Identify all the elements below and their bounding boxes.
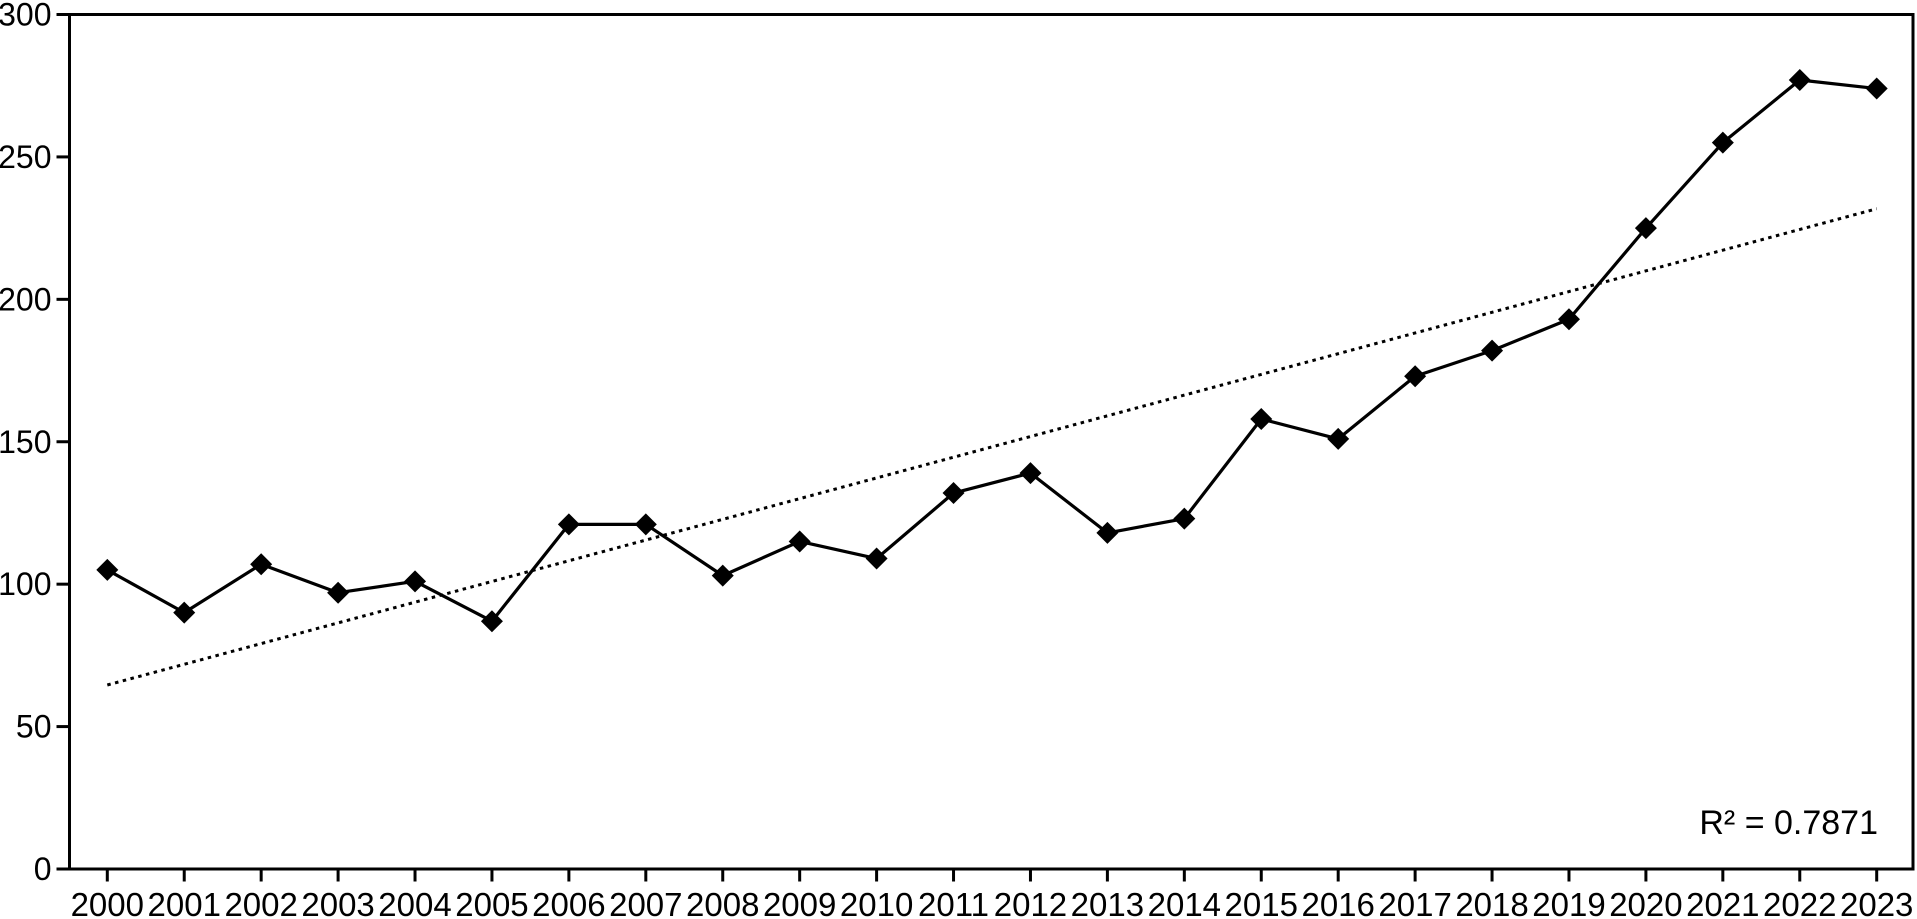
data-point-marker-2015 (1250, 407, 1273, 430)
data-point-marker-2004 (404, 570, 427, 593)
x-axis-tick-label-2013: 2013 (1071, 886, 1144, 919)
x-axis-tick-label-2005: 2005 (455, 886, 528, 919)
x-axis-tick-label-2002: 2002 (224, 886, 297, 919)
data-point-marker-2012 (1019, 462, 1042, 485)
x-axis-tick-label-2000: 2000 (71, 886, 144, 919)
trendline (106, 207, 1878, 687)
data-point-marker-2013 (1096, 521, 1119, 544)
data-point-marker-2007 (634, 513, 657, 536)
r-squared-label: R² = 0.7871 (1699, 804, 1878, 842)
data-series-line (106, 78, 1877, 623)
data-point-marker-2008 (711, 564, 734, 587)
data-point-marker-2023 (1865, 77, 1888, 100)
x-axis-tick-label-2019: 2019 (1532, 886, 1605, 919)
data-point-marker-2017 (1404, 365, 1427, 388)
data-point-marker-2021 (1711, 131, 1734, 154)
x-axis-tick-label-2010: 2010 (840, 886, 913, 919)
x-axis-tick-label-2020: 2020 (1609, 886, 1682, 919)
x-axis-tick-label-2022: 2022 (1763, 886, 1836, 919)
x-axis-tick-label-2018: 2018 (1455, 886, 1528, 919)
data-point-marker-2016 (1327, 427, 1350, 450)
x-axis-tick-label-2023: 2023 (1840, 886, 1913, 919)
plot-border (68, 13, 1915, 871)
y-axis-tick-label-150: 150 (0, 424, 52, 460)
y-axis-tick-label-0: 0 (34, 851, 52, 887)
y-axis-tick-label-300: 300 (0, 0, 52, 33)
x-axis-tick-label-2001: 2001 (148, 886, 221, 919)
y-axis-tick-label-250: 250 (0, 139, 52, 175)
x-axis-tick-label-2008: 2008 (686, 886, 759, 919)
data-point-marker-2014 (1173, 507, 1196, 530)
x-axis-tick-label-2006: 2006 (532, 886, 605, 919)
x-axis-tick-label-2015: 2015 (1225, 886, 1298, 919)
data-point-marker-2003 (327, 581, 350, 604)
data-point-marker-2022 (1788, 69, 1811, 92)
data-point-marker-2006 (557, 513, 580, 536)
y-axis-tick-label-100: 100 (0, 566, 52, 602)
x-axis-tick-label-2016: 2016 (1301, 886, 1374, 919)
x-axis-tick-label-2012: 2012 (994, 886, 1067, 919)
data-point-marker-2009 (788, 530, 811, 553)
x-axis-tick-label-2009: 2009 (763, 886, 836, 919)
data-point-marker-2000 (96, 558, 119, 581)
x-axis-tick-label-2014: 2014 (1148, 886, 1221, 919)
data-point-marker-2019 (1557, 308, 1580, 331)
x-axis-tick-label-2003: 2003 (301, 886, 374, 919)
data-point-marker-2001 (173, 601, 196, 624)
data-point-marker-2020 (1634, 217, 1657, 240)
data-point-marker-2002 (250, 553, 273, 576)
data-point-marker-2010 (865, 547, 888, 570)
x-axis-tick-label-2007: 2007 (609, 886, 682, 919)
y-axis-tick-label-200: 200 (0, 281, 52, 317)
x-axis-tick-label-2017: 2017 (1378, 886, 1451, 919)
data-point-marker-2005 (480, 610, 503, 633)
data-point-marker-2011 (942, 482, 965, 505)
x-axis-tick-label-2004: 2004 (378, 886, 451, 919)
x-axis-tick-label-2011: 2011 (918, 886, 989, 919)
y-axis-tick-label-50: 50 (16, 709, 52, 745)
data-point-marker-2018 (1481, 339, 1504, 362)
x-axis-tick-label-2021: 2021 (1686, 886, 1759, 919)
